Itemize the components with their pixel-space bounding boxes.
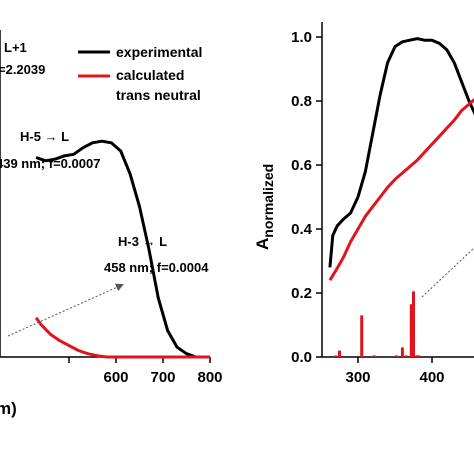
legend-label-trans-neutral: trans neutral [116,87,201,103]
right-x-tick-label: 300 [345,369,370,386]
annotation-h3: H-3 → L [118,234,167,249]
left-panel: 600 700 800 m) L+1 =2.2039 H-5 → L 439 nm;… [0,30,223,418]
annotation-458: 458 nm; f=0.0004 [104,260,209,275]
right-y-axis-label: Anormalized [253,164,276,250]
left-x-axis-label: m) [0,399,17,418]
right-y-tick-label: 0.2 [291,285,312,302]
left-x-tick-label: 800 [197,369,222,386]
right-y-tick-label: 0.8 [291,93,312,110]
right-y-axis-label-sub: normalized [260,164,276,238]
right-x-tick-label: 400 [419,369,444,386]
right-y-tick-label: 0.6 [291,157,312,174]
right-series-experimental-line [328,37,474,268]
left-x-tick-label: 700 [150,369,175,386]
right-series-calculated-line [328,97,474,281]
right-y-tick-label: 0.4 [291,221,313,238]
annotation-energy: =2.2039 [0,62,45,77]
annotation-arrow-right [421,247,474,298]
right-y-axis-label-main: A [253,238,272,250]
legend: experimental calculated trans neutral [78,44,202,103]
left-x-tick-label: 600 [103,369,128,386]
right-panel: 0.0 0.2 0.4 0.6 0.8 1.0 300 400 Anormalized [253,22,474,386]
right-y-tick-label: 0.0 [291,349,312,366]
annotation-h5: H-5 → L [20,129,69,144]
annotation-lplus1: L+1 [4,40,27,55]
left-series-experimental-line [35,139,206,359]
left-series-calculated-line [34,316,210,359]
right-y-tick-label: 1.0 [291,29,312,46]
annotation-439: 439 nm; f=0.0007 [0,156,100,171]
annotation-arrow-h3 [7,283,124,337]
legend-label-calculated: calculated [116,67,184,83]
legend-label-experimental: experimental [116,44,202,60]
